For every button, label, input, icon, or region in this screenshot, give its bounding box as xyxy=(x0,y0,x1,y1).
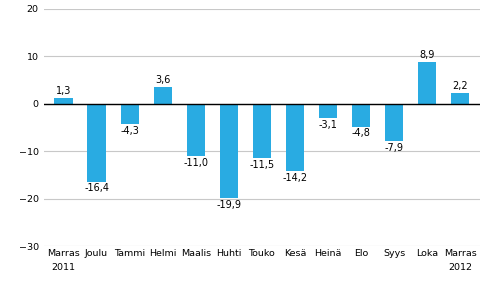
Bar xyxy=(87,104,106,182)
Text: 2012: 2012 xyxy=(447,262,471,272)
Text: -11,0: -11,0 xyxy=(183,158,208,168)
Bar xyxy=(450,93,469,104)
Bar xyxy=(318,104,336,119)
Bar xyxy=(384,104,402,141)
Text: 2,2: 2,2 xyxy=(452,82,467,92)
Text: -4,3: -4,3 xyxy=(120,126,139,136)
Bar xyxy=(219,104,238,198)
Text: -4,8: -4,8 xyxy=(351,128,370,138)
Text: -19,9: -19,9 xyxy=(216,200,241,210)
Bar xyxy=(121,104,138,124)
Bar xyxy=(54,98,73,104)
Text: -7,9: -7,9 xyxy=(384,143,403,153)
Bar xyxy=(285,104,303,171)
Bar xyxy=(186,104,204,156)
Bar xyxy=(252,104,271,158)
Bar xyxy=(351,104,369,127)
Text: -16,4: -16,4 xyxy=(84,183,109,194)
Text: 3,6: 3,6 xyxy=(155,75,170,85)
Text: -14,2: -14,2 xyxy=(282,173,307,183)
Bar xyxy=(153,87,171,104)
Bar xyxy=(417,61,436,104)
Text: -3,1: -3,1 xyxy=(318,120,337,130)
Text: 8,9: 8,9 xyxy=(419,50,434,60)
Text: 1,3: 1,3 xyxy=(56,86,71,96)
Text: -11,5: -11,5 xyxy=(249,160,274,170)
Text: 2011: 2011 xyxy=(51,262,76,272)
